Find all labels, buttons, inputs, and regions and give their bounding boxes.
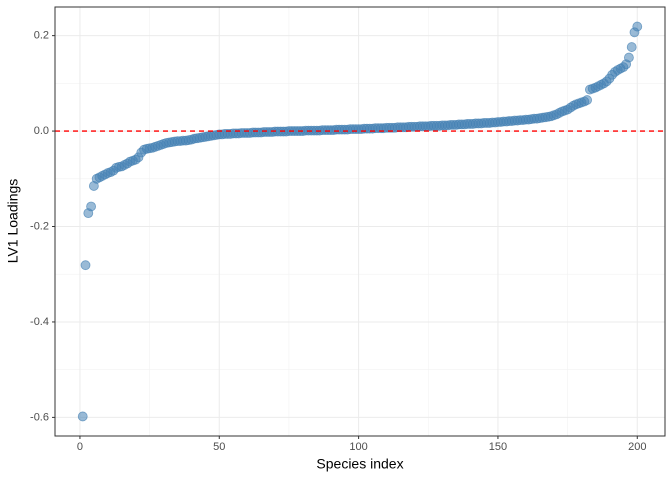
point <box>624 52 634 63</box>
panel-border <box>54 6 666 437</box>
point <box>626 42 637 52</box>
point <box>632 21 643 32</box>
x-tick-label: 150 <box>489 441 507 453</box>
x-tick-label: 0 <box>77 441 83 453</box>
y-tick-label: 0.2 <box>34 30 49 42</box>
y-tick-label: 0.0 <box>34 125 49 137</box>
y-tick-label: -0.6 <box>30 411 49 423</box>
y-tick-label: -0.2 <box>30 220 49 232</box>
x-tick-label: 50 <box>213 441 225 453</box>
y-axis-title: LV1 Loadings <box>5 179 21 264</box>
y-tick-label: -0.4 <box>30 316 49 328</box>
x-tick-label: 200 <box>628 441 646 453</box>
point <box>582 95 593 105</box>
x-tick-label: 100 <box>349 441 367 453</box>
point <box>86 201 96 212</box>
x-axis-title: Species index <box>316 456 403 472</box>
point <box>80 260 91 271</box>
point <box>77 411 88 422</box>
